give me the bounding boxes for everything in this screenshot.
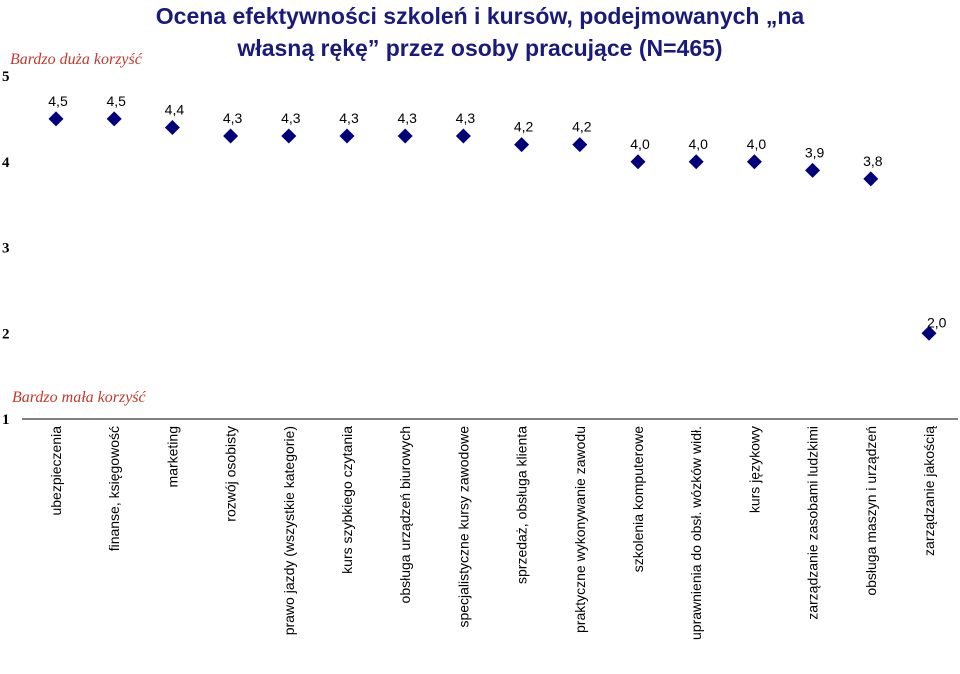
data-point [921,325,937,341]
data-label: 3,8 [863,153,883,169]
data-label: 4,3 [397,110,417,126]
y-tick-label: 5 [2,69,10,85]
category-label: zarządzanie jakością [921,426,937,556]
data-point [48,111,64,127]
data-label: 3,9 [805,144,825,160]
category-label: zarządzanie zasobami ludzkimi [805,426,821,620]
data-label: 2,0 [927,314,947,330]
category-label: kurs językowy [746,426,762,513]
data-point [746,154,762,170]
y-tick-label: 2 [2,326,10,342]
data-label: 4,0 [688,136,708,152]
data-point [630,154,646,170]
y-tick-label: 4 [2,155,10,171]
data-point [863,171,879,187]
category-label: praktyczne wykonywanie zawodu [572,426,588,633]
data-point [223,128,239,144]
category-label: obsługa urządzeń biurowych [397,426,413,603]
data-point [688,154,704,170]
category-label: sprzedaż, obsługa klienta [514,426,530,584]
data-label: 4,3 [281,110,301,126]
data-label: 4,5 [106,93,126,109]
data-point [106,111,122,127]
category-label: szkolenia komputerowe [630,426,646,573]
annotation-top: Bardzo duża korzyść [10,51,143,68]
category-label: ubezpieczenia [48,426,64,516]
data-point [572,137,588,153]
category-label: uprawnienia do obsł. wózków widł. [688,426,704,640]
data-label: 4,0 [630,136,650,152]
category-label: marketing [164,426,180,487]
data-label: 4,4 [165,101,185,117]
category-label: prawo jazdy (wszystkie kategorie) [281,426,297,635]
category-label: obsługa maszyn i urządzeń [863,426,879,596]
data-point [397,128,413,144]
data-point [339,128,355,144]
y-tick-label: 1 [2,412,10,428]
data-series [48,111,937,341]
y-axis-ticks: 1 2 3 4 5 [2,69,10,428]
chart-title-line-2: własną rękę” przez osoby pracujące (N=46… [236,35,722,61]
data-label: 4,2 [572,119,592,135]
data-point [805,162,821,178]
data-labels: 4,5 4,5 4,4 4,3 4,3 4,3 4,3 4,3 4,2 4,2 4,0 4,0 4,0 3… [48,93,946,330]
category-label: specjalistyczne kursy zawodowe [455,426,471,628]
data-label: 4,3 [456,110,476,126]
annotation-bottom: Bardzo mała korzyść [12,389,147,406]
category-label: kurs szybkiego czytania [339,426,355,574]
data-label: 4,3 [339,110,359,126]
data-point [455,128,471,144]
data-label: 4,0 [747,136,767,152]
category-label: finanse, księgowość [106,426,122,551]
data-label: 4,5 [48,93,68,109]
category-labels: ubezpieczenia finanse, księgowość marketin… [48,426,937,640]
category-label: rozwój osobisty [223,426,239,522]
data-label: 4,3 [223,110,243,126]
data-point [514,137,530,153]
data-point [281,128,297,144]
data-label: 4,2 [514,119,534,135]
chart-title-line-1: Ocena efektywności szkoleń i kursów, pod… [156,3,805,29]
data-point [164,119,180,135]
y-tick-label: 3 [2,241,10,257]
